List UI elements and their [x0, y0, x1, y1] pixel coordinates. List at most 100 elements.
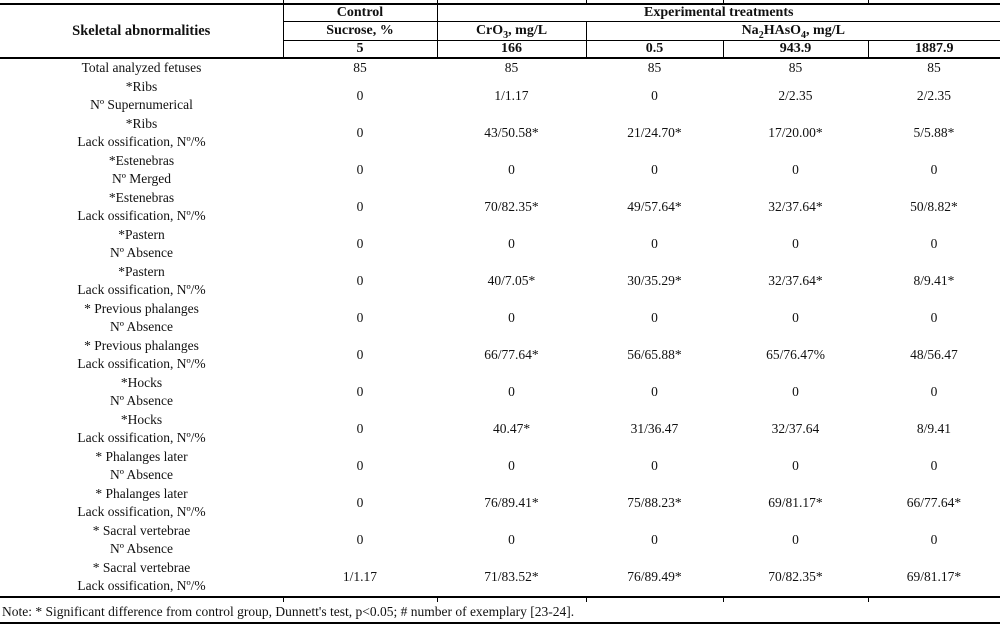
row-label-line1: * Previous phalanges: [84, 337, 199, 353]
cell-value: 56/65.88*: [627, 346, 682, 362]
cell-value: 0: [508, 383, 515, 399]
row-label: * Phalanges later Lack ossification, Nº/%: [0, 485, 283, 522]
table-body: Total analyzed fetuses 85 85 85 85 85 *Ribs Nº …: [0, 58, 1000, 598]
row-label-line2: Lack ossification, Nº/%: [77, 430, 206, 445]
row-label-line2: Lack ossification, Nº/%: [77, 578, 206, 593]
table-header: Skeletal abnormalities Control Experimen…: [0, 4, 1000, 59]
cell-value: 0: [930, 161, 938, 177]
cell-value: 0: [930, 383, 938, 399]
cell-value: 0: [792, 531, 799, 547]
cell-value: 43/50.58*: [484, 124, 539, 140]
cell-value: 69/81.17*: [768, 494, 823, 510]
row-label-line2: Lack ossification, Nº/%: [77, 282, 206, 297]
row-label-line1: *Ribs: [125, 78, 158, 94]
cell-value: 0: [356, 124, 364, 140]
row-label: *Ribs Nº Supernumerical: [0, 78, 283, 115]
table-row: * Sacral vertebrae Nº Absence 0 0 0 0 0: [0, 522, 1000, 559]
row-label-line2: Nº Absence: [109, 467, 174, 482]
cell-value: 2/2.35: [778, 87, 813, 103]
cell-value: 0: [792, 457, 799, 473]
cell-value: 40.47*: [492, 420, 531, 436]
row-label-line2: Lack ossification, Nº/%: [77, 208, 206, 223]
cell-value: 0: [356, 87, 364, 103]
cell-value: 0: [651, 309, 658, 325]
cell-value: 0: [792, 235, 799, 251]
cell-value: 65/76.47%: [766, 346, 825, 362]
row-label-line1: * Phalanges later: [95, 448, 188, 464]
table-wrap: Skeletal abnormalities Control Experimen…: [0, 0, 1000, 602]
row-label-line2: Nº Supernumerical: [90, 97, 193, 112]
formula-subscript: 2: [758, 29, 764, 41]
cell-value: 70/82.35*: [484, 198, 539, 214]
corner-header: Skeletal abnormalities: [0, 4, 283, 59]
cell-value: 0: [792, 161, 799, 177]
table-row: *Estenebras Nº Merged 0 0 0 0 0: [0, 152, 1000, 189]
cell-value: 0: [651, 531, 658, 547]
cell-value: 32/37.64*: [768, 272, 823, 288]
cell-value: 0: [356, 346, 364, 362]
border-tick: [586, 0, 587, 3]
bottom-rule: [0, 621, 1000, 624]
formula-text: , mg/L: [508, 23, 548, 38]
row-label-line1: *Pastern: [118, 263, 165, 279]
formula-text: Sucrose, %: [326, 23, 394, 38]
cro3-header: CrO3, mg/L: [436, 21, 586, 41]
cell-value: 17/20.00*: [768, 124, 823, 140]
formula-subscript: 3: [503, 29, 509, 41]
cell-value: 76/89.49*: [586, 558, 723, 598]
cell-value: 0: [508, 309, 515, 325]
border-tick: [723, 0, 724, 3]
cell-value: 0: [356, 531, 364, 547]
cell-value: 0: [356, 272, 364, 288]
row-label-line1: * Previous phalanges: [84, 300, 199, 316]
cell-value: 0: [508, 235, 515, 251]
cell-value: 31/36.47: [630, 420, 679, 436]
cell-value: 0: [508, 161, 515, 177]
experimental-group-header: Experimental treatments: [436, 4, 1000, 22]
table-row: *Estenebras Lack ossification, Nº/% 0 70/82…: [0, 189, 1000, 226]
cell-value: 8/9.41*: [913, 272, 955, 288]
row-label: *Pastern Lack ossification, Nº/%: [0, 263, 283, 300]
cell-value: 0: [356, 457, 364, 473]
border-tick: [723, 597, 724, 602]
cell-value: 70/82.35*: [723, 558, 868, 598]
row-label-line2: Nº Absence: [109, 393, 174, 408]
table-row: *Pastern Lack ossification, Nº/% 0 40/7.05*…: [0, 263, 1000, 300]
row-label: * Previous phalanges Lack ossification, N…: [0, 337, 283, 374]
row-label-line2: Nº Absence: [109, 319, 174, 334]
cell-value: 0: [356, 383, 364, 399]
row-label-line1: *Estenebras: [108, 152, 175, 168]
row-label-line2: Lack ossification, Nº/%: [77, 134, 206, 149]
row-label-line1: *Hocks: [120, 374, 163, 390]
cell-value: 0: [930, 309, 938, 325]
row-label: * Phalanges later Nº Absence: [0, 448, 283, 485]
row-label: *Estenebras Nº Merged: [0, 152, 283, 189]
skeletal-abnormalities-table: Skeletal abnormalities Control Experimen…: [0, 3, 1000, 598]
table-row: * Previous phalanges Nº Absence 0 0 0 0 0: [0, 300, 1000, 337]
cell-value: 0: [930, 235, 938, 251]
cell-value: 0: [356, 235, 364, 251]
table-row: *Hocks Lack ossification, Nº/% 0 40.47* 31/3…: [0, 411, 1000, 448]
cell-value: 5/5.88*: [913, 124, 955, 140]
cell-value: 30/35.29*: [627, 272, 682, 288]
cell-value: 71/83.52*: [437, 558, 586, 598]
cell-value: 0: [356, 420, 364, 436]
row-label-line2: Nº Absence: [109, 541, 174, 556]
table-row: * Previous phalanges Lack ossification, N…: [0, 337, 1000, 374]
cell-value: 75/88.23*: [627, 494, 682, 510]
border-tick: [283, 0, 284, 3]
dose-row: 5 166 0.5 943.9 1887.9: [0, 40, 1000, 59]
control-group-header: Control: [282, 4, 437, 22]
row-label-line1: * Sacral vertebrae: [92, 559, 191, 575]
cell-value: 85: [504, 60, 519, 75]
cell-value: 0: [792, 309, 799, 325]
border-tick: [437, 597, 438, 602]
table-row: *Ribs Lack ossification, Nº/% 0 43/50.58* 21…: [0, 115, 1000, 152]
row-label: *Hocks Nº Absence: [0, 374, 283, 411]
row-label-line1: *Pastern: [118, 226, 165, 242]
formula-text: Na: [741, 23, 759, 38]
border-tick: [868, 0, 869, 3]
cell-value: 66/77.64*: [906, 494, 962, 510]
treatment-header-row: Sucrose, % CrO3, mg/L Na2HAsO4, mg/L: [0, 21, 1000, 41]
table-row: * Phalanges later Nº Absence 0 0 0 0 0: [0, 448, 1000, 485]
